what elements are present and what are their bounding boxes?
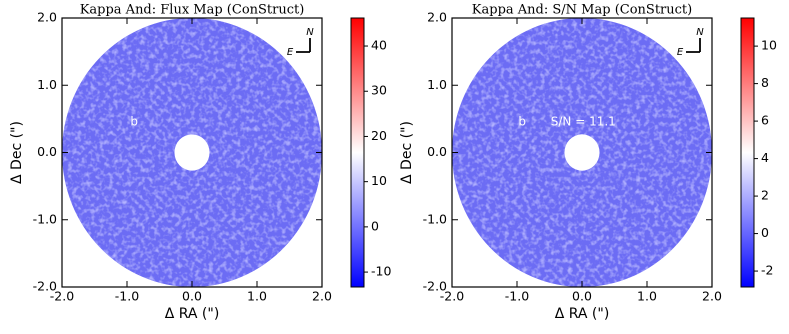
colorbar xyxy=(350,17,365,288)
y-tick-label: 2.0 xyxy=(37,10,57,25)
colorbar xyxy=(740,17,755,288)
colorbar-tick-label: 20 xyxy=(371,128,387,143)
colorbar-tick-label: 2 xyxy=(761,188,769,203)
x-tick-label: 0.0 xyxy=(572,289,592,304)
colorbar-tick-label: 40 xyxy=(371,38,387,53)
colorbar-tick-label: 6 xyxy=(761,113,769,128)
colorbar-tick-label: -2 xyxy=(761,263,773,278)
x-tick-label: -1.0 xyxy=(115,289,139,304)
y-tick-label: 1.0 xyxy=(37,77,57,92)
annotation: b xyxy=(130,115,138,129)
compass-east: E xyxy=(287,47,294,58)
y-tick-label: 1.0 xyxy=(427,77,447,92)
chart-title: Kappa And: S/N Map (ConStruct) xyxy=(472,3,692,18)
y-tick-label: -1.0 xyxy=(33,211,57,226)
x-tick-label: 2.0 xyxy=(702,289,722,304)
y-tick-label: -2.0 xyxy=(33,279,57,294)
compass-arrow xyxy=(296,38,311,53)
x-tick-label: 2.0 xyxy=(312,289,332,304)
colorbar-tick-label: -10 xyxy=(371,264,391,279)
y-tick-label: 0.0 xyxy=(37,144,57,159)
y-axis-label: Δ Dec (") xyxy=(9,121,25,184)
compass-north: N xyxy=(696,27,704,38)
colorbar-tick-label: 10 xyxy=(761,38,777,53)
colorbar-tick-label: 0 xyxy=(371,218,379,233)
colorbar-tick-label: 10 xyxy=(371,173,387,188)
image-disk xyxy=(61,17,323,288)
panel: Kappa And: Flux Map (ConStruct) -2.0 -1.0 0… xyxy=(9,3,391,323)
colorbar-tick-label: 8 xyxy=(761,75,769,90)
chart-title: Kappa And: Flux Map (ConStruct) xyxy=(80,3,305,18)
x-tick-label: 1.0 xyxy=(637,289,657,304)
compass-east: E xyxy=(677,47,684,58)
y-tick-label: -1.0 xyxy=(423,211,447,226)
x-axis-label: Δ RA (") xyxy=(165,306,220,322)
image-disk xyxy=(452,18,712,288)
colorbar-tick-label: 4 xyxy=(761,150,769,165)
y-axis-label: Δ Dec (") xyxy=(399,121,415,184)
compass-arrow xyxy=(686,38,701,53)
x-tick-label: -2.0 xyxy=(440,289,464,304)
annotation: b xyxy=(518,115,526,129)
y-tick-label: -2.0 xyxy=(423,279,447,294)
compass-north: N xyxy=(306,27,314,38)
y-tick-label: 0.0 xyxy=(427,144,447,159)
colorbar-tick-label: 0 xyxy=(761,225,769,240)
y-tick-label: 2.0 xyxy=(427,10,447,25)
x-tick-label: -1.0 xyxy=(505,289,529,304)
x-tick-label: 1.0 xyxy=(247,289,267,304)
panel: Kappa And: S/N Map (ConStruct) -2.0 -1.0 0.… xyxy=(399,3,777,323)
x-axis-label: Δ RA (") xyxy=(555,306,610,322)
x-tick-label: -2.0 xyxy=(50,289,74,304)
annotation: S/N = 11.1 xyxy=(551,115,616,129)
colorbar-tick-label: 30 xyxy=(371,83,387,98)
x-tick-label: 0.0 xyxy=(182,289,202,304)
